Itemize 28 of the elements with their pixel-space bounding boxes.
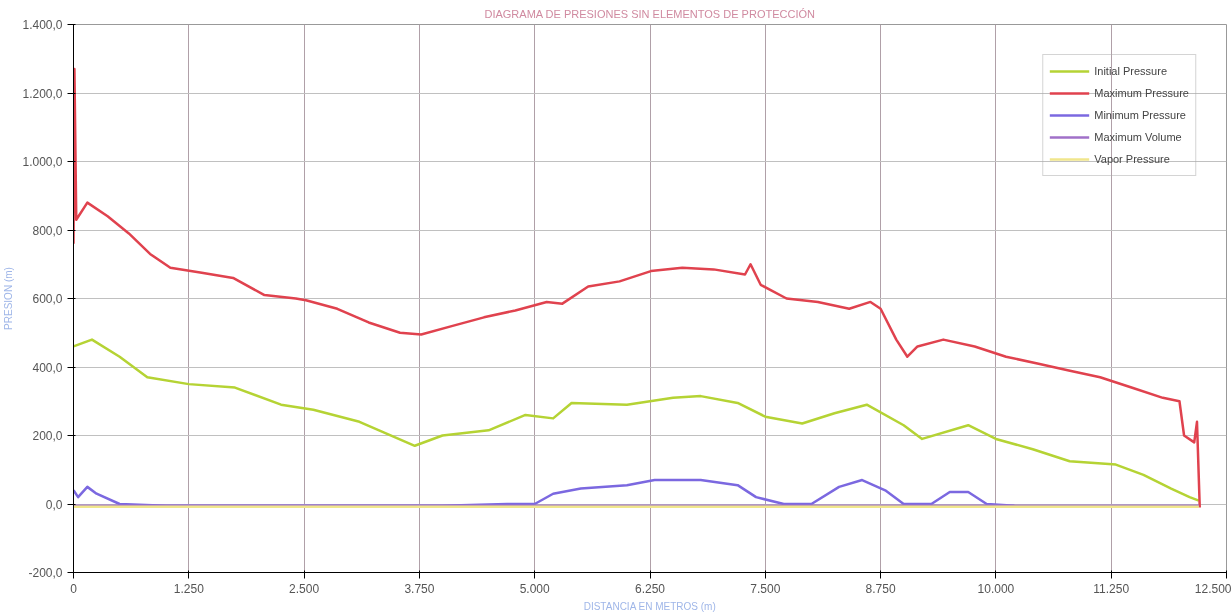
- x-tick-label: 5.000: [519, 581, 551, 596]
- x-tick-label: 12.500: [1194, 581, 1231, 596]
- x-axis-title: DISTANCIA EN METROS (m): [583, 600, 716, 612]
- x-tick-label: 6.250: [634, 581, 666, 596]
- legend-label: Maximum Volume: [1094, 131, 1182, 143]
- y-tick-label: 1.000,0: [22, 155, 63, 169]
- x-tick-label: 3.750: [404, 581, 435, 596]
- y-tick-label: 200,0: [32, 429, 63, 443]
- y-tick-label: 800,0: [32, 223, 63, 238]
- x-tick-label: 7.500: [750, 581, 781, 596]
- y-tick-label: 600,0: [32, 292, 63, 306]
- y-tick-label: 1.400,0: [22, 18, 63, 32]
- x-tick-label: 10.000: [977, 581, 1015, 596]
- legend-label: Maximum Pressure: [1094, 87, 1189, 99]
- y-tick-label: 400,0: [32, 360, 63, 375]
- x-tick-label: 11.250: [1093, 581, 1130, 596]
- x-tick-label: 2.500: [289, 581, 320, 596]
- x-tick-label: 0: [70, 581, 78, 596]
- y-tick-label: -200,0: [28, 566, 63, 580]
- x-tick-label: 8.750: [865, 581, 896, 596]
- y-tick-label: 0,0: [45, 497, 63, 512]
- x-tick-label: 1.250: [173, 581, 205, 596]
- legend-label: Vapor Pressure: [1094, 153, 1170, 165]
- legend-label: Initial Pressure: [1094, 65, 1168, 77]
- y-axis-title: PRESION (m): [3, 267, 15, 330]
- y-tick-label: 1.200,0: [22, 86, 63, 101]
- chart-title: DIAGRAMA DE PRESIONES SIN ELEMENTOS DE PROTECCIÓN: [484, 7, 815, 20]
- legend-label: Minimum Pressure: [1094, 109, 1186, 121]
